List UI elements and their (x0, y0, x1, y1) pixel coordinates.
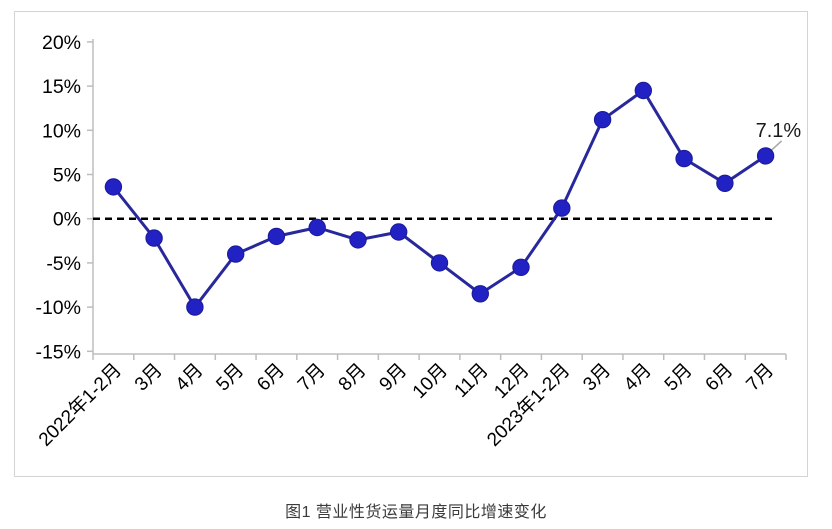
y-axis-tick-label: 0% (53, 209, 81, 231)
data-point-marker (145, 229, 163, 247)
data-point-marker (512, 258, 530, 277)
y-axis-tick-label: -15% (35, 341, 81, 363)
series-line (111, 89, 768, 309)
x-axis-tick-label: 7月 (294, 360, 330, 396)
data-point-marker (390, 223, 408, 241)
data-point-marker (227, 245, 245, 263)
y-axis-tick-label: -5% (46, 253, 81, 275)
x-axis-tick-label: 9月 (376, 360, 412, 396)
x-axis-tick-label: 11月 (451, 360, 493, 402)
x-axis-tick-label: 8月 (335, 360, 371, 396)
x-axis-tick-label: 5月 (661, 360, 697, 396)
data-point-marker (553, 199, 571, 217)
freight-growth-line-chart: 20%15%10%5%0%-5%-10%-15%2022年1-2月 3月 4月 5月 6… (34, 32, 802, 451)
data-point-marker (267, 227, 286, 246)
data-point-marker (716, 174, 734, 193)
data-point-marker (593, 111, 612, 129)
x-axis-tick-label: 10月 (409, 360, 452, 403)
data-point-marker (675, 149, 693, 168)
y-axis-tick-label: 5% (53, 165, 81, 187)
chart-frame: 20% 15% 10% 5% 0% -5% -10% -15% 2022年1-2月 3月 4月 5月 6… (14, 11, 808, 477)
chart-caption: 图1 营业性货运量月度同比增速变化 (285, 504, 547, 521)
data-point-label: 7.1% (756, 120, 802, 142)
x-axis-tick-label: 7月 (742, 360, 778, 396)
data-point-marker (430, 254, 449, 272)
x-axis-tick-label: 4月 (172, 360, 208, 396)
data-point-marker (349, 231, 367, 249)
y-axis-tick-label: -10% (35, 297, 81, 319)
y-axis-tick-label: 10% (42, 120, 81, 142)
x-axis-tick-label: 2022年1-2月 (34, 359, 126, 451)
data-point-marker (104, 178, 123, 196)
x-axis-tick-label: 5月 (212, 360, 248, 396)
x-axis-tick-label: 4月 (620, 360, 656, 396)
annotation-leader-line (770, 140, 783, 152)
x-axis-tick-label: 3月 (579, 360, 615, 396)
data-point-marker (308, 218, 326, 237)
data-point-marker (756, 147, 775, 165)
x-axis-tick-label: 6月 (253, 360, 289, 396)
data-point-marker (634, 81, 652, 100)
y-axis-tick-label: 15% (42, 76, 81, 98)
data-point-marker (186, 298, 204, 316)
y-axis-tick-label: 20% (42, 32, 81, 54)
x-axis-tick-label: 3月 (131, 360, 167, 396)
data-point-marker (471, 285, 489, 303)
x-axis-tick-label: 6月 (702, 360, 738, 396)
